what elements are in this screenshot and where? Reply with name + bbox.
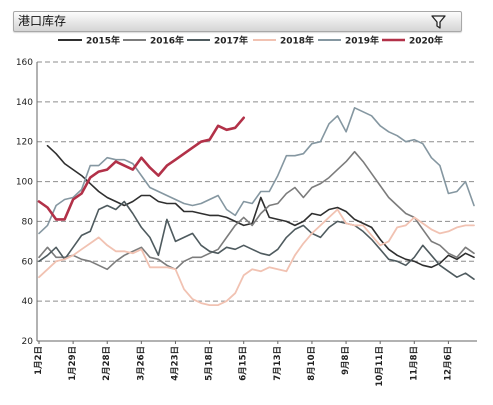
x-tick-label: 1月2日 [34,346,44,375]
legend-item-2020[interactable]: 2020年 [382,35,443,47]
x-tick-label: 4月23日 [170,346,180,381]
legend-label: 2016年 [150,35,184,47]
series-line [38,150,475,271]
y-tick-label: 100 [16,178,33,188]
x-tick-label: 6月15日 [239,346,249,381]
y-tick-label: 120 [16,138,33,148]
legend-label: 2019年 [345,35,379,47]
legend: 2015年 2016年 2017年 2018年 2019年 2020年 [58,35,443,47]
series-lines [37,107,475,306]
legend-item-2019[interactable]: 2019年 [318,35,379,47]
x-tick-label: 5月18日 [205,346,215,381]
x-tick-label: 7月13日 [273,346,283,381]
y-axis: 160 140 120 100 80 60 40 20 [16,58,38,347]
panel-title: 港口库存 [18,14,67,28]
series-line [46,144,475,269]
x-tick-label: 12月6日 [443,346,453,381]
series-line [38,200,475,280]
x-tick-label: 8月10日 [307,346,317,381]
gridlines [37,61,477,302]
x-tick-label: 2月28日 [102,346,112,381]
x-tick-label: 11月8日 [409,346,419,381]
y-tick-label: 40 [22,297,34,307]
x-tick-label: 3月26日 [136,346,146,381]
filter-icon-glyph [431,15,446,29]
legend-label: 2015年 [86,35,120,47]
series-line [38,107,475,235]
legend-item-2016[interactable]: 2016年 [123,35,184,47]
filter-icon[interactable] [430,13,447,30]
legend-label: 2018年 [280,35,314,47]
y-tick-label: 140 [16,98,33,108]
series-line [37,116,245,221]
x-tick-label: 9月8日 [341,346,351,375]
y-tick-label: 80 [22,217,34,227]
legend-item-2015[interactable]: 2015年 [58,35,120,47]
x-tick-label: 10月11日 [375,346,385,387]
panel-header: 港口库存 [13,11,462,32]
series-line [38,208,475,306]
legend-item-2018[interactable]: 2018年 [253,35,314,47]
y-tick-label: 60 [22,257,34,267]
x-axis: 1月2日 1月29日 2月28日 3月26日 4月23日 5月18日 6月15日 7月13日 8… [34,340,477,387]
y-tick-label: 160 [16,58,33,68]
legend-label: 2017年 [214,35,248,47]
legend-item-2017[interactable]: 2017年 [187,35,248,47]
legend-label: 2020年 [409,35,443,47]
x-tick-label: 1月29日 [68,346,78,381]
y-tick-label: 20 [22,337,34,347]
